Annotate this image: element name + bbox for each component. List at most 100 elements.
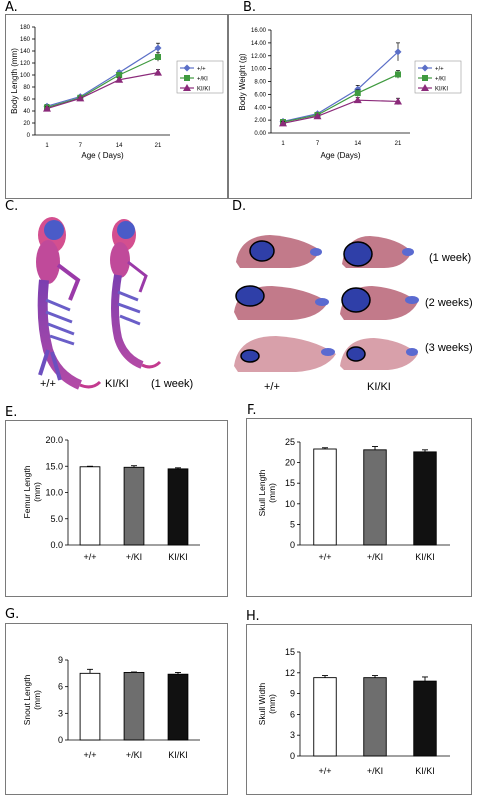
chart-b-legend-label: KI/KI bbox=[435, 87, 448, 93]
chart-f-bar bbox=[363, 449, 387, 546]
chart-h-ylabel: (mm) bbox=[267, 694, 277, 714]
skull-ki-3w bbox=[340, 338, 418, 370]
chart-a-legend-label: +/+ bbox=[197, 67, 206, 73]
chart-b-ytick-label: 10.00 bbox=[251, 67, 267, 73]
chart-b-point bbox=[394, 48, 402, 56]
chart-b-frame bbox=[227, 14, 472, 199]
chart-a-point bbox=[154, 68, 162, 76]
chart-f-ytick-label: 10 bbox=[285, 499, 295, 509]
chart-b-legend-label: +/KI bbox=[435, 77, 446, 83]
chart-b-legend-box bbox=[414, 60, 462, 94]
chart-a-ytick-label: 60 bbox=[23, 97, 30, 103]
chart-b-legend-marker bbox=[421, 64, 429, 72]
chart-a-xtick-label: 1 bbox=[45, 143, 49, 149]
skeleton-wt-image bbox=[36, 217, 102, 390]
chart-a-ytick-label: 80 bbox=[23, 85, 30, 91]
chart-g-ylabel: (mm) bbox=[32, 690, 42, 710]
chart-a-ytick-label: 140 bbox=[20, 49, 31, 55]
chart-a-xtick-label: 7 bbox=[79, 143, 83, 149]
chart-b-ytick-label: 6.00 bbox=[254, 92, 266, 98]
panel-letter-d: D. bbox=[232, 199, 247, 214]
chart-g-xtick-label: +/KI bbox=[126, 750, 142, 760]
chart-f-ytick-label: 0 bbox=[290, 540, 295, 550]
chart-g-ytick-label: 9 bbox=[58, 655, 63, 665]
chart-b-point bbox=[313, 112, 322, 120]
panel-letter-g: G. bbox=[5, 607, 20, 622]
skull-wt-1w bbox=[236, 235, 322, 268]
chart-b-legend-marker bbox=[421, 84, 429, 91]
skeleton-ki-image bbox=[110, 219, 162, 369]
chart-h-ylabel: Skull Width bbox=[257, 682, 267, 725]
chart-g-ytick-label: 0 bbox=[58, 735, 63, 745]
chart-a-point bbox=[43, 104, 51, 112]
chart-a-ylabel: Body Length (mm) bbox=[10, 48, 19, 114]
chart-a-xtick-label: 21 bbox=[155, 143, 162, 149]
chart-b-xtick-label: 14 bbox=[354, 141, 361, 147]
chart-f-ylabel: (mm) bbox=[267, 483, 277, 503]
chart-h-bar bbox=[313, 677, 337, 757]
chart-g-frame bbox=[5, 623, 228, 795]
panel-letter-b: B. bbox=[243, 0, 257, 15]
skull-photos bbox=[234, 235, 419, 372]
chart-a-point bbox=[116, 72, 123, 78]
chart-a-ytick-label: 100 bbox=[20, 73, 31, 79]
chart-a-ytick-label: 40 bbox=[23, 109, 30, 115]
chart-a-ytick-label: 120 bbox=[20, 61, 31, 67]
chart-b-ytick-label: 8.00 bbox=[254, 80, 266, 86]
chart-f-xtick-label: +/KI bbox=[367, 552, 383, 562]
chart-a-legend-marker bbox=[184, 75, 190, 81]
chart-f-frame bbox=[246, 418, 472, 597]
panel-letter-h: H. bbox=[246, 609, 260, 624]
chart-e-ytick-label: 15.0 bbox=[45, 461, 63, 471]
chart-b-legend-marker bbox=[422, 75, 428, 81]
chart-a-point bbox=[76, 94, 85, 102]
chart-b-ylabel: Body Weight (g) bbox=[238, 53, 247, 111]
skull-ki-1w bbox=[342, 236, 414, 268]
chart-e-ylabel: (mm) bbox=[32, 482, 42, 502]
chart-b-xlabel: Age (Days) bbox=[320, 151, 360, 160]
skull-ki-2w bbox=[340, 286, 419, 320]
panel-letter-e: E. bbox=[5, 405, 18, 420]
chart-e-xtick-label: +/+ bbox=[83, 552, 96, 562]
chart-a-ytick-label: 0 bbox=[27, 133, 31, 139]
chart-g-ytick-label: 3 bbox=[58, 708, 63, 718]
chart-e-ylabel: Femur Length bbox=[22, 465, 32, 518]
chart-h-xtick-label: KI/KI bbox=[415, 766, 435, 776]
chart-a-ytick-label: 180 bbox=[20, 25, 31, 31]
chart-g-ytick-label: 6 bbox=[58, 682, 63, 692]
chart-a-legend-label: KI/KI bbox=[197, 87, 210, 93]
chart-f-ytick-label: 15 bbox=[285, 478, 295, 488]
chart-b-series-line bbox=[282, 99, 399, 124]
chart-f-ytick-label: 25 bbox=[285, 437, 295, 447]
chart-h-xtick-label: +/KI bbox=[367, 766, 383, 776]
panel-letter-a: A. bbox=[5, 0, 18, 15]
chart-g-bar bbox=[123, 671, 145, 741]
chart-f-xtick-label: KI/KI bbox=[415, 552, 435, 562]
chart-h-bar bbox=[363, 677, 387, 757]
chart-b-ytick-label: 14.00 bbox=[251, 41, 267, 47]
chart-a-point bbox=[154, 44, 162, 52]
chart-h-ytick-label: 0 bbox=[290, 751, 295, 761]
label-d-2w: (2 weeks) bbox=[425, 297, 473, 309]
label-d-ki: KI/KI bbox=[367, 381, 391, 393]
chart-a-xlabel: Age ( Days) bbox=[81, 151, 124, 160]
chart-h-bar bbox=[413, 680, 437, 757]
chart-b-ytick-label: 2.00 bbox=[254, 118, 266, 124]
chart-h-ytick-label: 6 bbox=[290, 709, 295, 719]
chart-g-bar bbox=[167, 673, 189, 741]
chart-e-bar bbox=[167, 468, 189, 546]
chart-f-xtick-label: +/+ bbox=[318, 552, 331, 562]
chart-a-series-line bbox=[46, 72, 159, 110]
chart-e-ytick-label: 5.0 bbox=[50, 514, 63, 524]
chart-b-xtick-label: 1 bbox=[281, 141, 285, 147]
skull-wt-2w bbox=[234, 285, 329, 320]
chart-a-point bbox=[115, 75, 124, 83]
chart-a-legend-marker bbox=[183, 84, 191, 91]
chart-a-legend-marker bbox=[183, 64, 191, 72]
chart-a-ytick-label: 160 bbox=[20, 37, 31, 43]
chart-f-bar bbox=[413, 451, 437, 546]
chart-b-legend-label: +/+ bbox=[435, 67, 444, 73]
chart-b-point bbox=[353, 96, 362, 104]
chart-g-bar bbox=[79, 672, 101, 741]
